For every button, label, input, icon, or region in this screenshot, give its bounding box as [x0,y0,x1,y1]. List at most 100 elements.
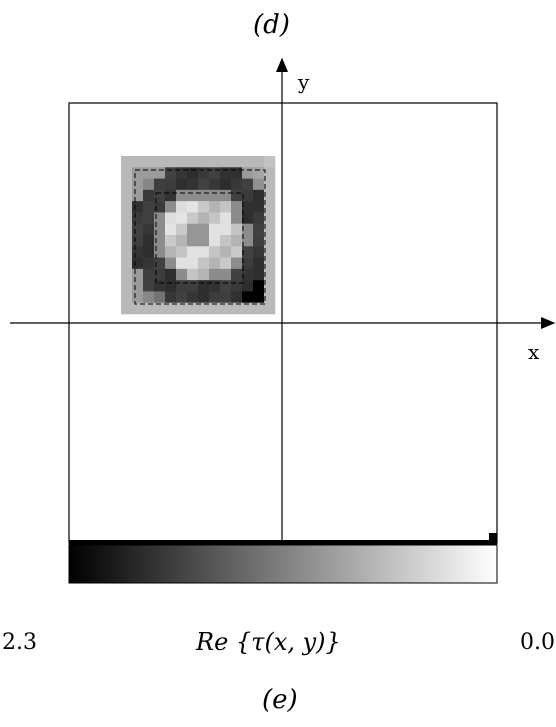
heatmap-cell [165,246,177,258]
heatmap-image [121,156,276,315]
heatmap-cell [121,167,133,179]
heatmap-cell [121,235,133,247]
panel-label-d: (d) [253,10,290,40]
heatmap-cell [209,302,221,315]
heatmap-cell [143,167,155,179]
heatmap-cell [121,156,133,168]
heatmap-cell [253,167,265,179]
heatmap-cell [154,167,166,179]
heatmap-cell [231,291,243,304]
heatmap-cell [264,257,276,270]
heatmap-cell [143,212,155,225]
heatmap-cell [198,167,210,179]
heatmap-cell [209,246,221,258]
heatmap-cell [198,178,210,191]
heatmap-cell [264,178,276,191]
heatmap-cell [132,178,144,191]
heatmap-cell [209,156,221,168]
heatmap-cell [154,291,166,304]
heatmap-cell [198,246,210,258]
heatmap-cell [143,257,155,270]
heatmap-cell [264,291,276,304]
heatmap-cell [187,246,199,258]
heatmap-cell [253,223,265,236]
y-axis-label: y [298,70,310,94]
heatmap-cell [165,212,177,225]
heatmap-cell [242,291,254,304]
heatmap-cell [187,302,199,315]
heatmap-cell [220,235,232,247]
inner-dashed-outline [155,192,244,284]
heatmap-cell [209,178,221,191]
heatmap-cell [209,223,221,236]
heatmap-cell [264,223,276,236]
heatmap-cell [198,223,210,236]
heatmap-cell [165,167,177,179]
heatmap-cell [165,280,177,292]
panel-label-e: (e) [262,685,298,715]
heatmap-cell [121,257,133,270]
heatmap-cell [165,291,177,304]
heatmap-cell [154,201,166,213]
heatmap-cell [231,246,243,258]
heatmap-cell [220,156,232,168]
heatmap-cell [165,156,177,168]
heatmap-cell [253,212,265,225]
heatmap-cell [253,291,265,304]
heatmap-cell [165,223,177,236]
heatmap-cell [231,235,243,247]
heatmap-cell [132,291,144,304]
heatmap-cell [220,212,232,225]
heatmap-cell [264,167,276,179]
heatmap-cell [154,189,166,202]
heatmap-cell [165,178,177,191]
heatmap-cell [264,302,276,315]
heatmap-cell [165,201,177,213]
heatmap-cell [143,280,155,292]
heatmap-cell [220,189,232,202]
heatmap-cell [198,189,210,202]
colorbar-top-strip [69,540,497,545]
heatmap-cell [176,268,188,281]
heatmap-cell [143,189,155,202]
heatmap-cell [253,189,265,202]
heatmap-cell [121,302,133,315]
heatmap-cell [242,257,254,270]
heatmap-cell [176,302,188,315]
heatmap-cell [121,280,133,292]
heatmap-cell [121,223,133,236]
heatmap-cell [154,156,166,168]
heatmap-cell [154,302,166,315]
heatmap-cell [253,257,265,270]
heatmap-cell [231,189,243,202]
heatmap-cell [154,268,166,281]
heatmap-cell [209,280,221,292]
heatmap-cell [165,189,177,202]
heatmap-cell [242,268,254,281]
heatmap-cell [143,246,155,258]
heatmap-cell [242,167,254,179]
heatmap-cell [187,178,199,191]
heatmap-cell [231,302,243,315]
heatmap-cell [253,201,265,213]
heatmap-cell [165,235,177,247]
heatmap-cell [242,178,254,191]
heatmap-cell [231,167,243,179]
heatmap-cell [231,223,243,236]
heatmap-cell [264,246,276,258]
heatmap-cell [132,156,144,168]
heatmap-cell [264,156,276,168]
heatmap-cell [165,257,177,270]
heatmap-cell [209,291,221,304]
heatmap-cell [242,246,254,258]
heatmap-cell [132,257,144,270]
heatmap-cell [187,235,199,247]
heatmap-cell [143,235,155,247]
heatmap-cell [198,257,210,270]
heatmap-cell [154,280,166,292]
heatmap-cell [176,156,188,168]
heatmap-cell [154,246,166,258]
heatmap-cell [154,223,166,236]
heatmap-cell [187,201,199,213]
colorbar-min-value: 0.0 [520,630,555,655]
